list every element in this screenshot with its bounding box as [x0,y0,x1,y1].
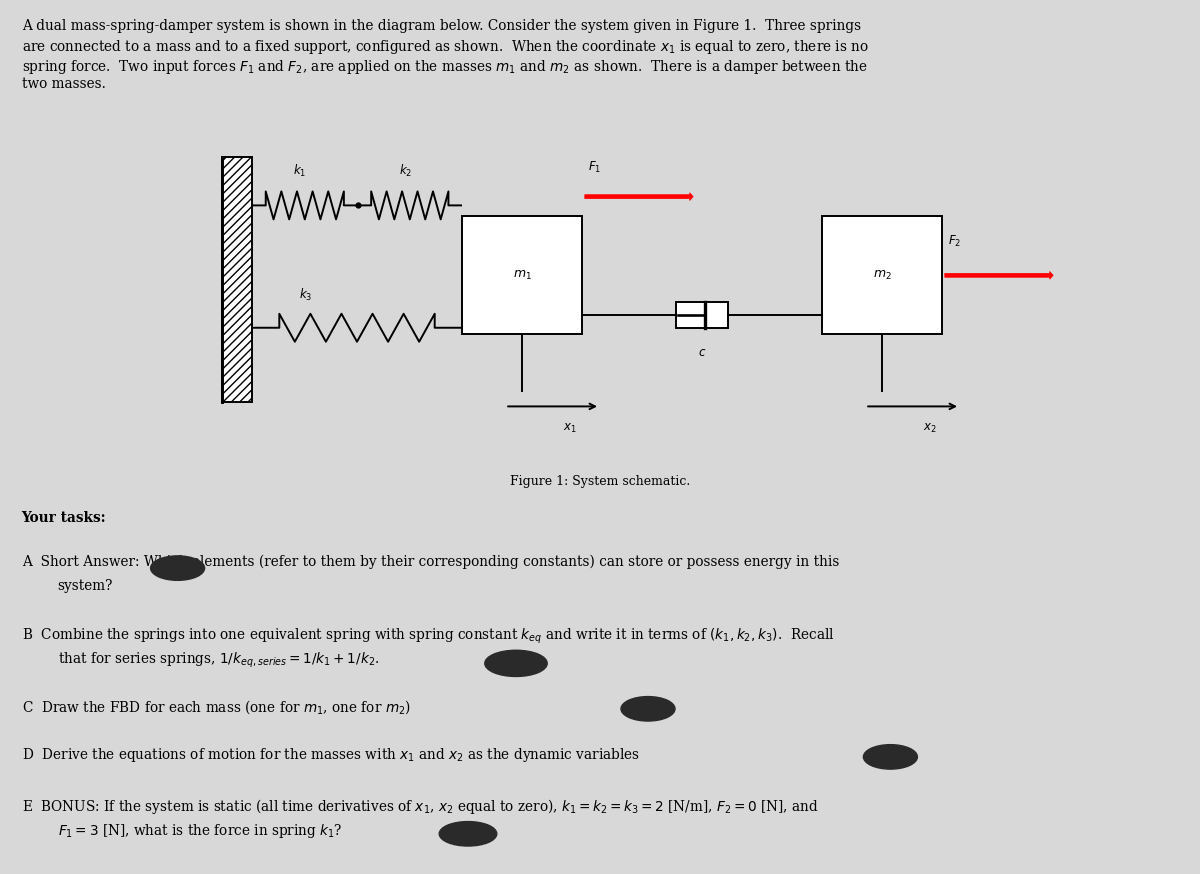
Text: $k_3$: $k_3$ [299,288,313,303]
Ellipse shape [864,745,918,769]
Text: D  Derive the equations of motion for the masses with $x_1$ and $x_2$ as the dyn: D Derive the equations of motion for the… [22,746,640,765]
Bar [676,302,728,328]
Ellipse shape [485,650,547,676]
Text: $F_1 = 3$ [N], what is the force in spring $k_1$?: $F_1 = 3$ [N], what is the force in spri… [58,822,342,840]
Text: $x_1$: $x_1$ [563,422,577,435]
Text: $F_2$: $F_2$ [948,234,961,249]
Text: C  Draw the FBD for each mass (one for $m_1$, one for $m_2$): C Draw the FBD for each mass (one for $m… [22,698,410,716]
Text: A  Short Answer: Which elements (refer to them by their corresponding constants): A Short Answer: Which elements (refer to… [22,555,839,569]
Text: $k_1$: $k_1$ [293,163,307,179]
Text: $c$: $c$ [698,346,706,359]
Text: spring force.  Two input forces $F_1$ and $F_2$, are applied on the masses $m_1$: spring force. Two input forces $F_1$ and… [22,58,868,76]
Text: system?: system? [58,579,113,593]
Text: A dual mass-spring-damper system is shown in the diagram below. Consider the sys: A dual mass-spring-damper system is show… [22,19,860,33]
Bar [462,216,582,334]
Text: Your tasks:: Your tasks: [22,511,107,525]
Text: that for series springs, $1/k_{eq,series} = 1/k_1 + 1/k_2$.: that for series springs, $1/k_{eq,series… [58,651,379,670]
Text: $k_2$: $k_2$ [398,163,413,179]
Text: Figure 1: System schematic.: Figure 1: System schematic. [510,475,690,488]
Text: two masses.: two masses. [22,77,106,91]
Text: E  BONUS: If the system is static (all time derivatives of $x_1$, $x_2$ equal to: E BONUS: If the system is static (all ti… [22,797,818,816]
Text: $m_1$: $m_1$ [512,269,532,281]
Ellipse shape [151,556,204,580]
Bar [822,216,942,334]
Ellipse shape [439,822,497,846]
Text: $x_2$: $x_2$ [923,422,937,435]
Text: are connected to a mass and to a fixed support, configured as shown.  When the c: are connected to a mass and to a fixed s… [22,38,869,57]
Text: $F_1$: $F_1$ [588,160,601,175]
Ellipse shape [622,697,674,721]
Text: B  Combine the springs into one equivalent spring with spring constant $k_{eq}$ : B Combine the springs into one equivalen… [22,627,834,646]
Bar [222,157,252,402]
Text: $m_2$: $m_2$ [872,269,892,281]
